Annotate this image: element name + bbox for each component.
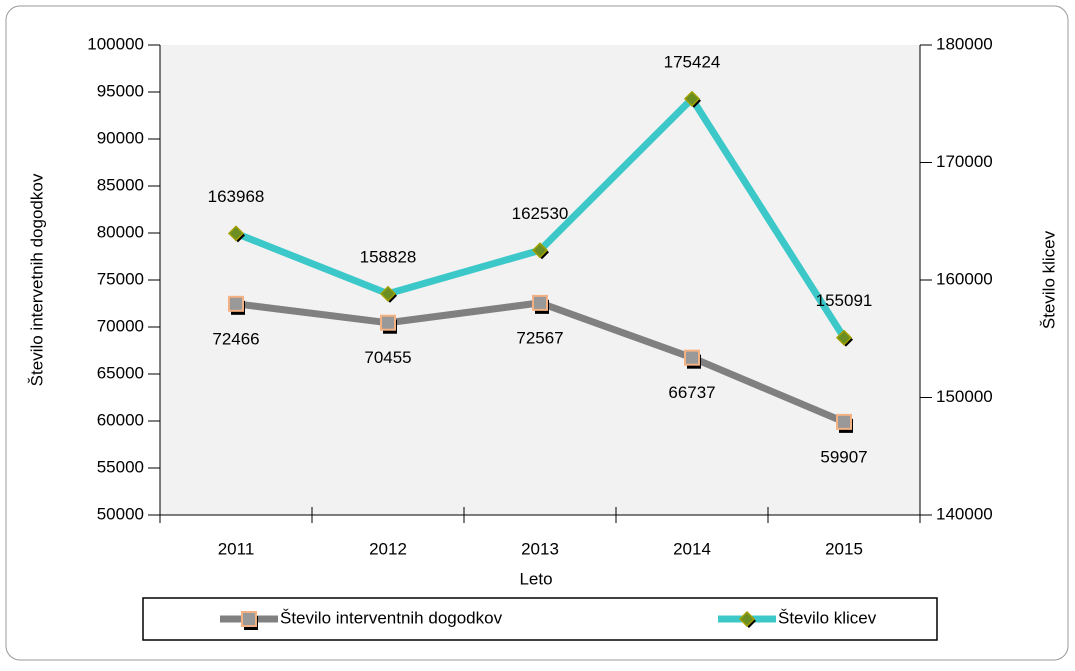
data-label: 72466 [212, 329, 259, 348]
marker [531, 242, 549, 259]
marker [380, 314, 396, 331]
marker [684, 349, 700, 366]
y-axis-label: Število intervetnih dogodkov [27, 173, 46, 386]
data-label: 70455 [364, 348, 411, 367]
y-tick-label: 95000 [97, 81, 144, 100]
y2-axis-label: Število klicev [1039, 230, 1058, 329]
y-tick-label: 60000 [97, 410, 144, 429]
marker [835, 329, 853, 346]
data-label: 162530 [512, 204, 569, 223]
plot-area [160, 45, 920, 515]
legend-marker [241, 611, 257, 627]
marker [836, 413, 852, 430]
marker [683, 90, 701, 107]
y-tick-label: 55000 [97, 457, 144, 476]
y-tick-label: 85000 [97, 175, 144, 194]
legend-label: Število klicev [778, 608, 877, 627]
marker [227, 225, 245, 242]
legend-label: Število interventnih dogodkov [280, 608, 503, 627]
y-tick-label: 50000 [97, 504, 144, 523]
y-tick-label: 65000 [97, 363, 144, 382]
data-label: 163968 [208, 187, 265, 206]
data-label: 66737 [668, 383, 715, 402]
data-label: 155091 [816, 291, 873, 310]
marker [228, 295, 244, 312]
x-tick-label: 2014 [673, 539, 711, 558]
legend-marker [738, 610, 756, 628]
y2-tick-label: 180000 [936, 34, 993, 53]
y2-tick-label: 140000 [936, 504, 993, 523]
data-label: 72567 [516, 328, 563, 347]
y-tick-label: 90000 [97, 128, 144, 147]
y2-tick-label: 160000 [936, 269, 993, 288]
y-tick-label: 70000 [97, 316, 144, 335]
marker [532, 294, 548, 311]
x-tick-label: 2011 [218, 539, 255, 558]
y-tick-label: 80000 [97, 222, 144, 241]
y-tick-label: 100000 [87, 34, 144, 53]
data-label: 158828 [360, 247, 417, 266]
y-tick-label: 75000 [97, 269, 144, 288]
x-axis-label: Leto [519, 569, 552, 588]
marker [379, 285, 397, 302]
data-label: 175424 [664, 52, 721, 71]
x-tick-label: 2013 [521, 539, 559, 558]
y2-tick-label: 150000 [936, 387, 993, 406]
data-label: 59907 [820, 447, 867, 466]
y2-tick-label: 170000 [936, 152, 993, 171]
x-tick-label: 2015 [825, 539, 863, 558]
x-tick-label: 2012 [369, 539, 407, 558]
